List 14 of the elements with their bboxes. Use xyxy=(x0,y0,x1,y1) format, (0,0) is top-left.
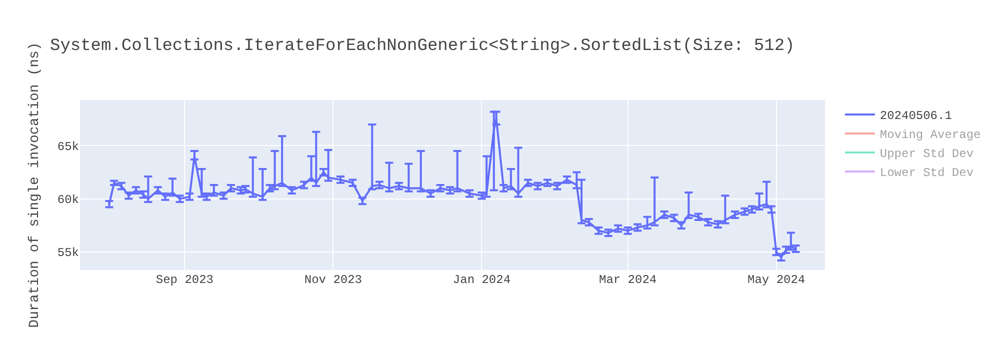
legend-label: Lower Std Dev xyxy=(880,166,974,180)
x-tick-label: Nov 2023 xyxy=(304,273,362,287)
x-tick-label: Sep 2023 xyxy=(156,273,214,287)
y-tick-label: 65k xyxy=(57,140,79,154)
y-axis-title: Duration of single invocation (ns) xyxy=(26,42,43,328)
x-tick-label: May 2024 xyxy=(748,273,806,287)
y-tick-label: 55k xyxy=(57,246,79,260)
x-tick-label: Jan 2024 xyxy=(452,273,511,287)
x-tick-label: Mar 2024 xyxy=(598,273,657,287)
y-tick-label: 60k xyxy=(57,193,79,208)
legend-label: 20240506.1 xyxy=(880,109,952,124)
legend-label: Moving Average xyxy=(880,128,981,142)
chart-title: System.Collections.IterateForEachNonGeneric<String>.SortedList(Size: 512) xyxy=(50,37,795,56)
legend-label: Upper Std Dev xyxy=(880,147,974,162)
